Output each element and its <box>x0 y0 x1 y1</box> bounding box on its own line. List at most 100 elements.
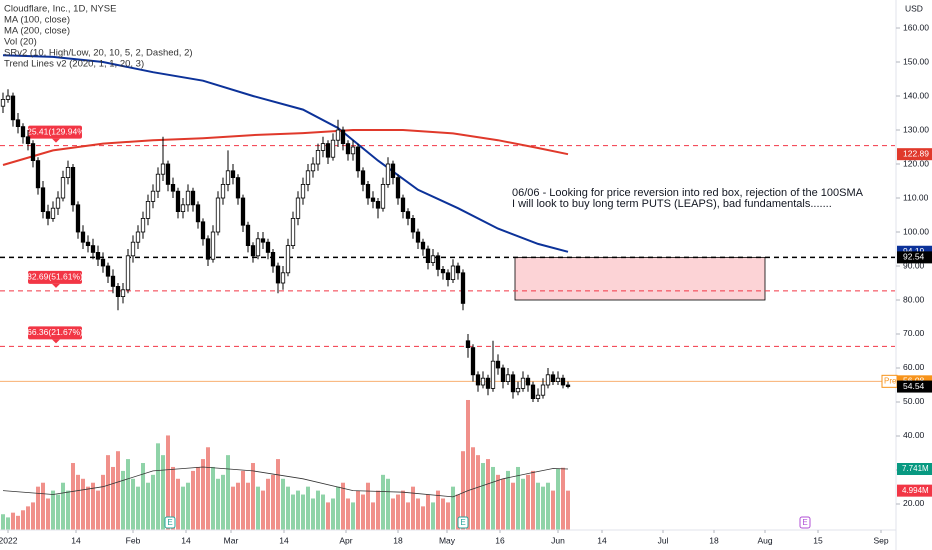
volume-bar <box>306 486 310 530</box>
volume-bar <box>181 486 185 530</box>
x-tick-label: 18 <box>709 535 719 545</box>
candle-body <box>325 143 331 158</box>
volume-bar <box>201 459 205 530</box>
volume-bar <box>481 463 485 530</box>
volume-bar <box>566 490 570 530</box>
candle-body <box>295 197 301 219</box>
candle-body <box>310 163 316 172</box>
candle-body <box>415 231 421 243</box>
level-label-box <box>28 270 82 284</box>
candle-body <box>265 241 271 253</box>
candle-body <box>370 197 376 202</box>
x-tick-label: 2022 <box>0 535 18 545</box>
candle-body <box>200 221 206 240</box>
candle-body <box>530 384 536 399</box>
volume-bar <box>376 490 380 530</box>
level-label-pointer <box>52 138 60 143</box>
volume-bar <box>521 478 525 530</box>
legend-entry: SRv2 (10, High/Low, 20, 10, 5, 2, Dashed… <box>4 48 193 59</box>
volume-bar <box>211 466 215 530</box>
candle-body <box>155 173 161 192</box>
x-tick-label: 14 <box>71 535 81 545</box>
candle-body <box>405 211 411 219</box>
volume-bar <box>281 478 285 530</box>
volume-bar <box>501 478 505 530</box>
volume-bar <box>421 506 425 530</box>
volume-bar <box>101 474 105 530</box>
volume-bar <box>291 494 295 530</box>
volume-bar <box>491 466 495 530</box>
volume-bar <box>66 490 70 530</box>
price-label: 94.19 <box>903 246 925 256</box>
candle-body <box>145 201 151 219</box>
candle-body <box>300 184 306 199</box>
volume-bar <box>426 494 430 530</box>
volume-bar <box>496 474 500 530</box>
candle-body <box>515 387 521 393</box>
level-label-box <box>28 125 82 139</box>
y-tick-label: 100.00 <box>903 226 929 236</box>
volume-bar <box>36 486 40 530</box>
candle-body <box>425 248 431 264</box>
candle-body <box>410 218 416 233</box>
candle-body <box>380 184 386 209</box>
candle-body <box>65 167 71 179</box>
candle-body <box>130 241 136 257</box>
candle-body <box>505 374 511 382</box>
volume-bar <box>256 486 260 530</box>
y-tick-label: 160.00 <box>903 22 929 32</box>
candle-body <box>470 347 476 376</box>
earnings-label: E <box>167 518 172 527</box>
volume-bar <box>486 459 490 530</box>
x-tick-label: Jul <box>658 535 669 545</box>
candle-body <box>280 272 286 284</box>
candle-body <box>5 95 11 100</box>
volume-bar <box>561 467 565 530</box>
volume-bar <box>546 482 550 530</box>
candle-body <box>445 272 451 281</box>
volume-bar <box>26 506 30 530</box>
candle-body <box>170 184 176 192</box>
candle-body <box>510 374 516 393</box>
candle-body <box>110 275 116 287</box>
x-tick-label: Apr <box>339 535 352 545</box>
candle-body <box>30 143 36 162</box>
volume-bar <box>41 482 45 530</box>
candle-body <box>105 265 111 277</box>
price-axis <box>896 0 932 550</box>
x-tick-label: Feb <box>126 535 141 545</box>
candle-body <box>315 150 321 165</box>
legend-entry: MA (200, close) <box>4 26 70 37</box>
volume-bar <box>86 486 90 530</box>
candle-body <box>125 255 131 291</box>
volume-bar <box>401 490 405 530</box>
volume-bar <box>476 455 480 530</box>
x-tick-label: May <box>439 535 456 545</box>
y-tick-label: 40.00 <box>903 430 925 440</box>
volume-bar <box>176 478 180 530</box>
candle-body <box>175 190 181 213</box>
candle-body <box>35 160 41 189</box>
volume-bar <box>536 482 540 530</box>
candle-body <box>490 360 496 389</box>
volume-label: 4.994M <box>902 486 929 495</box>
volume-bar <box>331 498 335 530</box>
candle-body <box>235 177 241 199</box>
candle-body <box>75 204 81 233</box>
candle-body <box>465 340 471 348</box>
candle-body <box>190 190 196 206</box>
candle-body <box>290 218 296 247</box>
volume-bar <box>346 498 350 530</box>
volume-label: 7.741M <box>902 464 929 473</box>
volume-bar <box>316 490 320 530</box>
candle-body <box>460 272 466 304</box>
volume-bar <box>506 470 510 530</box>
price-label-prefix: Pre <box>884 376 897 385</box>
candle-body <box>400 197 406 213</box>
candle-body <box>555 377 561 382</box>
y-tick-label: 130.00 <box>903 124 929 134</box>
volume-bar <box>436 490 440 530</box>
candle-body <box>355 146 361 172</box>
volume-bar <box>296 490 300 530</box>
candle-body <box>95 252 101 260</box>
